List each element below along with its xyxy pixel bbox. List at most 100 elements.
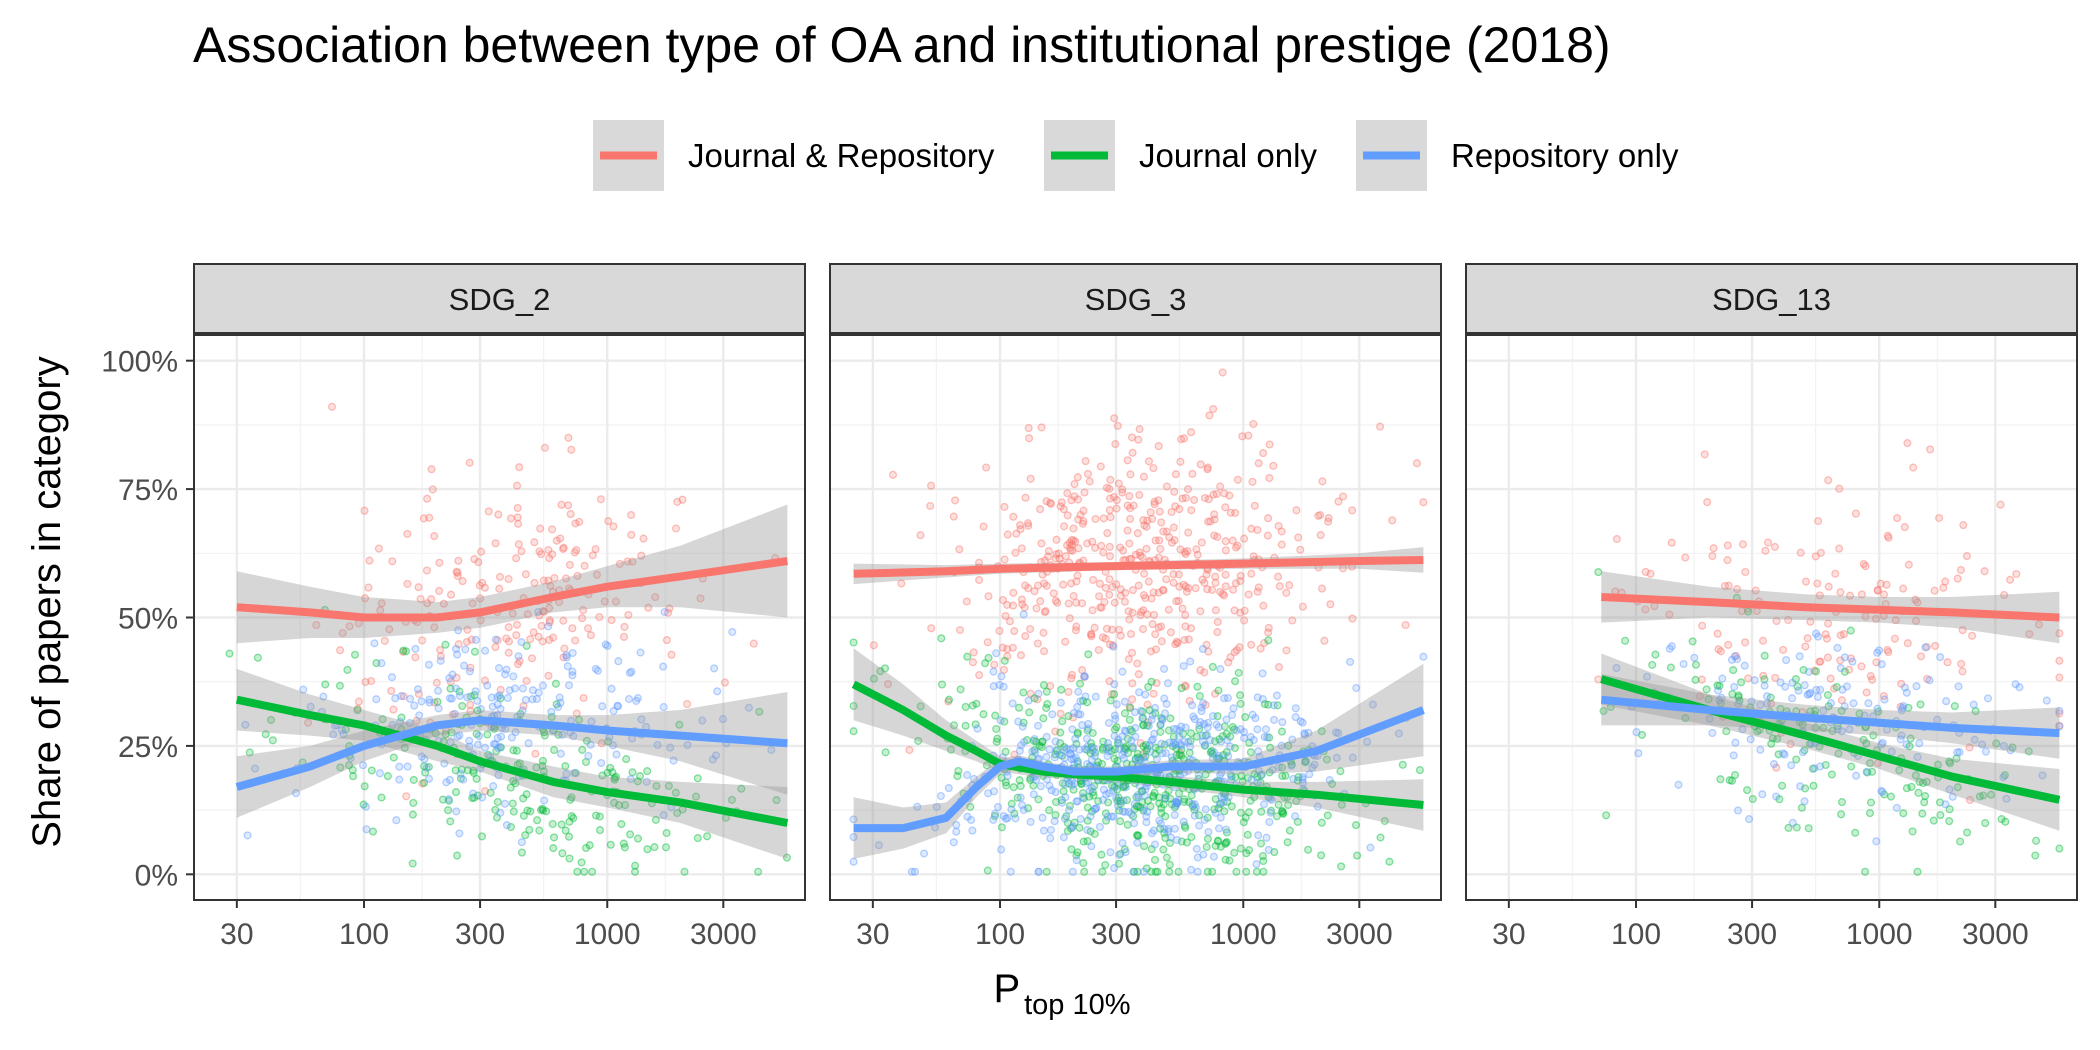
scatter-point (1144, 721, 1153, 731)
scatter-point (1082, 734, 1091, 743)
scatter-point (1051, 554, 1060, 563)
scatter-point (1266, 808, 1275, 817)
scatter-point (1265, 768, 1274, 777)
scatter-point (492, 747, 501, 756)
scatter-point (572, 546, 581, 555)
scatter-point (1069, 591, 1078, 601)
scatter-point (1177, 684, 1186, 693)
scatter-point (1026, 474, 1035, 483)
scatter-point (1171, 740, 1180, 749)
scatter-point (1921, 643, 1930, 652)
scatter-point (1814, 516, 1823, 526)
scatter-point (515, 759, 524, 768)
y-tick-label: 25% (118, 731, 178, 764)
scatter-point (1083, 698, 1092, 707)
scatter-point (1091, 804, 1100, 813)
scatter-point (306, 702, 315, 711)
scatter-point (1052, 535, 1061, 544)
scatter-point (1094, 645, 1103, 655)
scatter-point (1816, 762, 1825, 771)
scatter-point (544, 576, 553, 585)
scatter-point (1097, 541, 1106, 550)
scatter-point (402, 792, 411, 801)
scatter-point (441, 640, 450, 649)
scatter-point (651, 815, 660, 824)
scatter-point (1170, 803, 1179, 812)
scatter-point (1769, 760, 1779, 769)
scatter-point (1155, 745, 1164, 755)
scatter-point (1118, 485, 1127, 494)
scatter-point (1163, 679, 1173, 688)
scatter-point (533, 816, 542, 825)
scatter-point (1702, 685, 1711, 694)
scatter-point (1013, 793, 1022, 802)
scatter-point (465, 742, 474, 751)
scatter-point (1213, 532, 1222, 541)
scatter-point (540, 443, 549, 452)
scatter-point (1157, 637, 1166, 646)
scatter-point (1134, 831, 1143, 840)
scatter-point (1001, 747, 1010, 756)
scatter-point (944, 695, 954, 704)
scatter-point (1128, 586, 1137, 595)
scatter-point (422, 763, 431, 772)
scatter-point (1005, 617, 1015, 626)
scatter-point (492, 813, 502, 822)
scatter-point (1057, 498, 1066, 507)
scatter-point (1243, 830, 1252, 839)
x-tick-label: 30 (1492, 918, 1525, 951)
scatter-point (644, 603, 653, 612)
scatter-point (1071, 734, 1080, 743)
scatter-point (961, 721, 970, 730)
scatter-point (613, 701, 622, 710)
scatter-point (1831, 569, 1840, 578)
scatter-point (1787, 761, 1796, 770)
scatter-point (1285, 826, 1294, 835)
scatter-point (1398, 760, 1407, 769)
scatter-point (411, 644, 420, 653)
scatter-point (1284, 741, 1293, 750)
scatter-point (1039, 714, 1048, 723)
scatter-point (502, 665, 511, 674)
scatter-point (1950, 702, 1959, 711)
scatter-point (1708, 551, 1717, 561)
scatter-point (1953, 748, 1962, 757)
scatter-point (1166, 794, 1175, 803)
scatter-point (458, 577, 467, 586)
scatter-point (480, 676, 490, 685)
scatter-point (1185, 696, 1194, 706)
scatter-point (1292, 506, 1301, 515)
scatter-point (1137, 787, 1146, 796)
scatter-point (1105, 640, 1115, 649)
scatter-point (1107, 812, 1116, 821)
scatter-point (1110, 598, 1119, 607)
x-tick-label: 1000 (1846, 918, 1913, 951)
scatter-point (586, 740, 595, 749)
x-tick-label: 300 (455, 918, 505, 951)
scatter-point (1101, 583, 1110, 592)
scatter-point (1110, 725, 1119, 734)
scatter-point (430, 623, 439, 632)
scatter-point (411, 653, 420, 662)
scatter-point (1184, 584, 1193, 593)
scatter-point (1221, 570, 1230, 579)
scatter-point (1125, 615, 1134, 624)
scatter-point (1009, 512, 1018, 521)
scatter-point (1102, 483, 1111, 492)
scatter-point (1164, 824, 1173, 833)
scatter-point (470, 691, 479, 700)
scatter-point (561, 574, 571, 583)
scatter-point (1294, 773, 1303, 782)
scatter-point (571, 636, 580, 645)
scatter-point (409, 775, 418, 784)
scatter-point (1098, 743, 1107, 752)
scatter-point (509, 672, 518, 681)
scatter-point (1124, 655, 1133, 664)
scatter-point (1890, 634, 1899, 643)
scatter-point (1222, 729, 1231, 738)
scatter-point (430, 698, 439, 707)
scatter-point (1741, 567, 1750, 577)
scatter-point (1317, 584, 1327, 593)
scatter-point (501, 670, 510, 679)
facet-strip-label: SDG_3 (1085, 282, 1187, 317)
